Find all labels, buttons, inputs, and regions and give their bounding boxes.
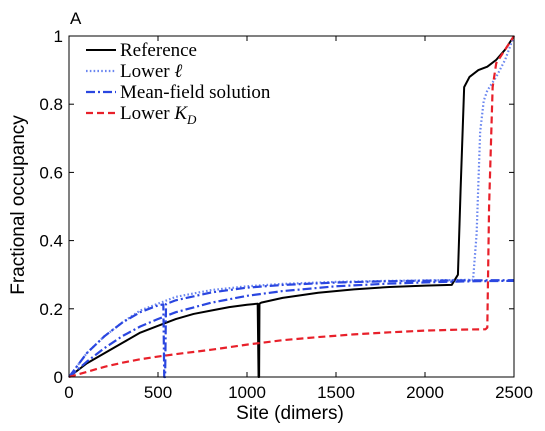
x-tick-label: 1500: [317, 383, 355, 402]
series-line-2: [68, 279, 515, 378]
series-line-4: [68, 35, 515, 379]
series-line-1: [68, 35, 516, 378]
ticks-layer: 0 500 1000 1500 2000 2500 0 0.2 0.4 0.6 0.8 1: [39, 27, 533, 402]
x-axis-label: Site (dimers): [236, 403, 344, 424]
y-tick-label: 0: [54, 368, 63, 387]
series-line-3: [68, 279, 515, 379]
series-layer: [68, 35, 516, 379]
x-tick-label: 500: [144, 383, 172, 402]
y-tick-label: 0.4: [39, 232, 63, 251]
legend-label-3: Lower KD: [120, 103, 197, 127]
legend-label-2: Mean-field solution: [120, 82, 271, 103]
series-line-0: [68, 35, 515, 378]
y-tick-label: 0.2: [39, 300, 63, 319]
y-axis-label: Fractional occupancy: [8, 115, 29, 295]
legend-label-0: Reference: [120, 40, 197, 61]
panel-label: A: [70, 9, 82, 28]
plot-frame: [68, 35, 515, 378]
x-tick-label: 0: [64, 383, 73, 402]
plot-area: [69, 36, 514, 377]
x-tick-label: 1000: [228, 383, 266, 402]
y-tick-label: 0.6: [39, 163, 63, 182]
x-tick-label: 2000: [406, 383, 444, 402]
y-tick-label: 1: [54, 27, 63, 46]
legend-label-1: Lower ℓ: [120, 61, 182, 82]
x-tick-label: 2500: [495, 383, 533, 402]
y-tick-label: 0.8: [39, 95, 63, 114]
